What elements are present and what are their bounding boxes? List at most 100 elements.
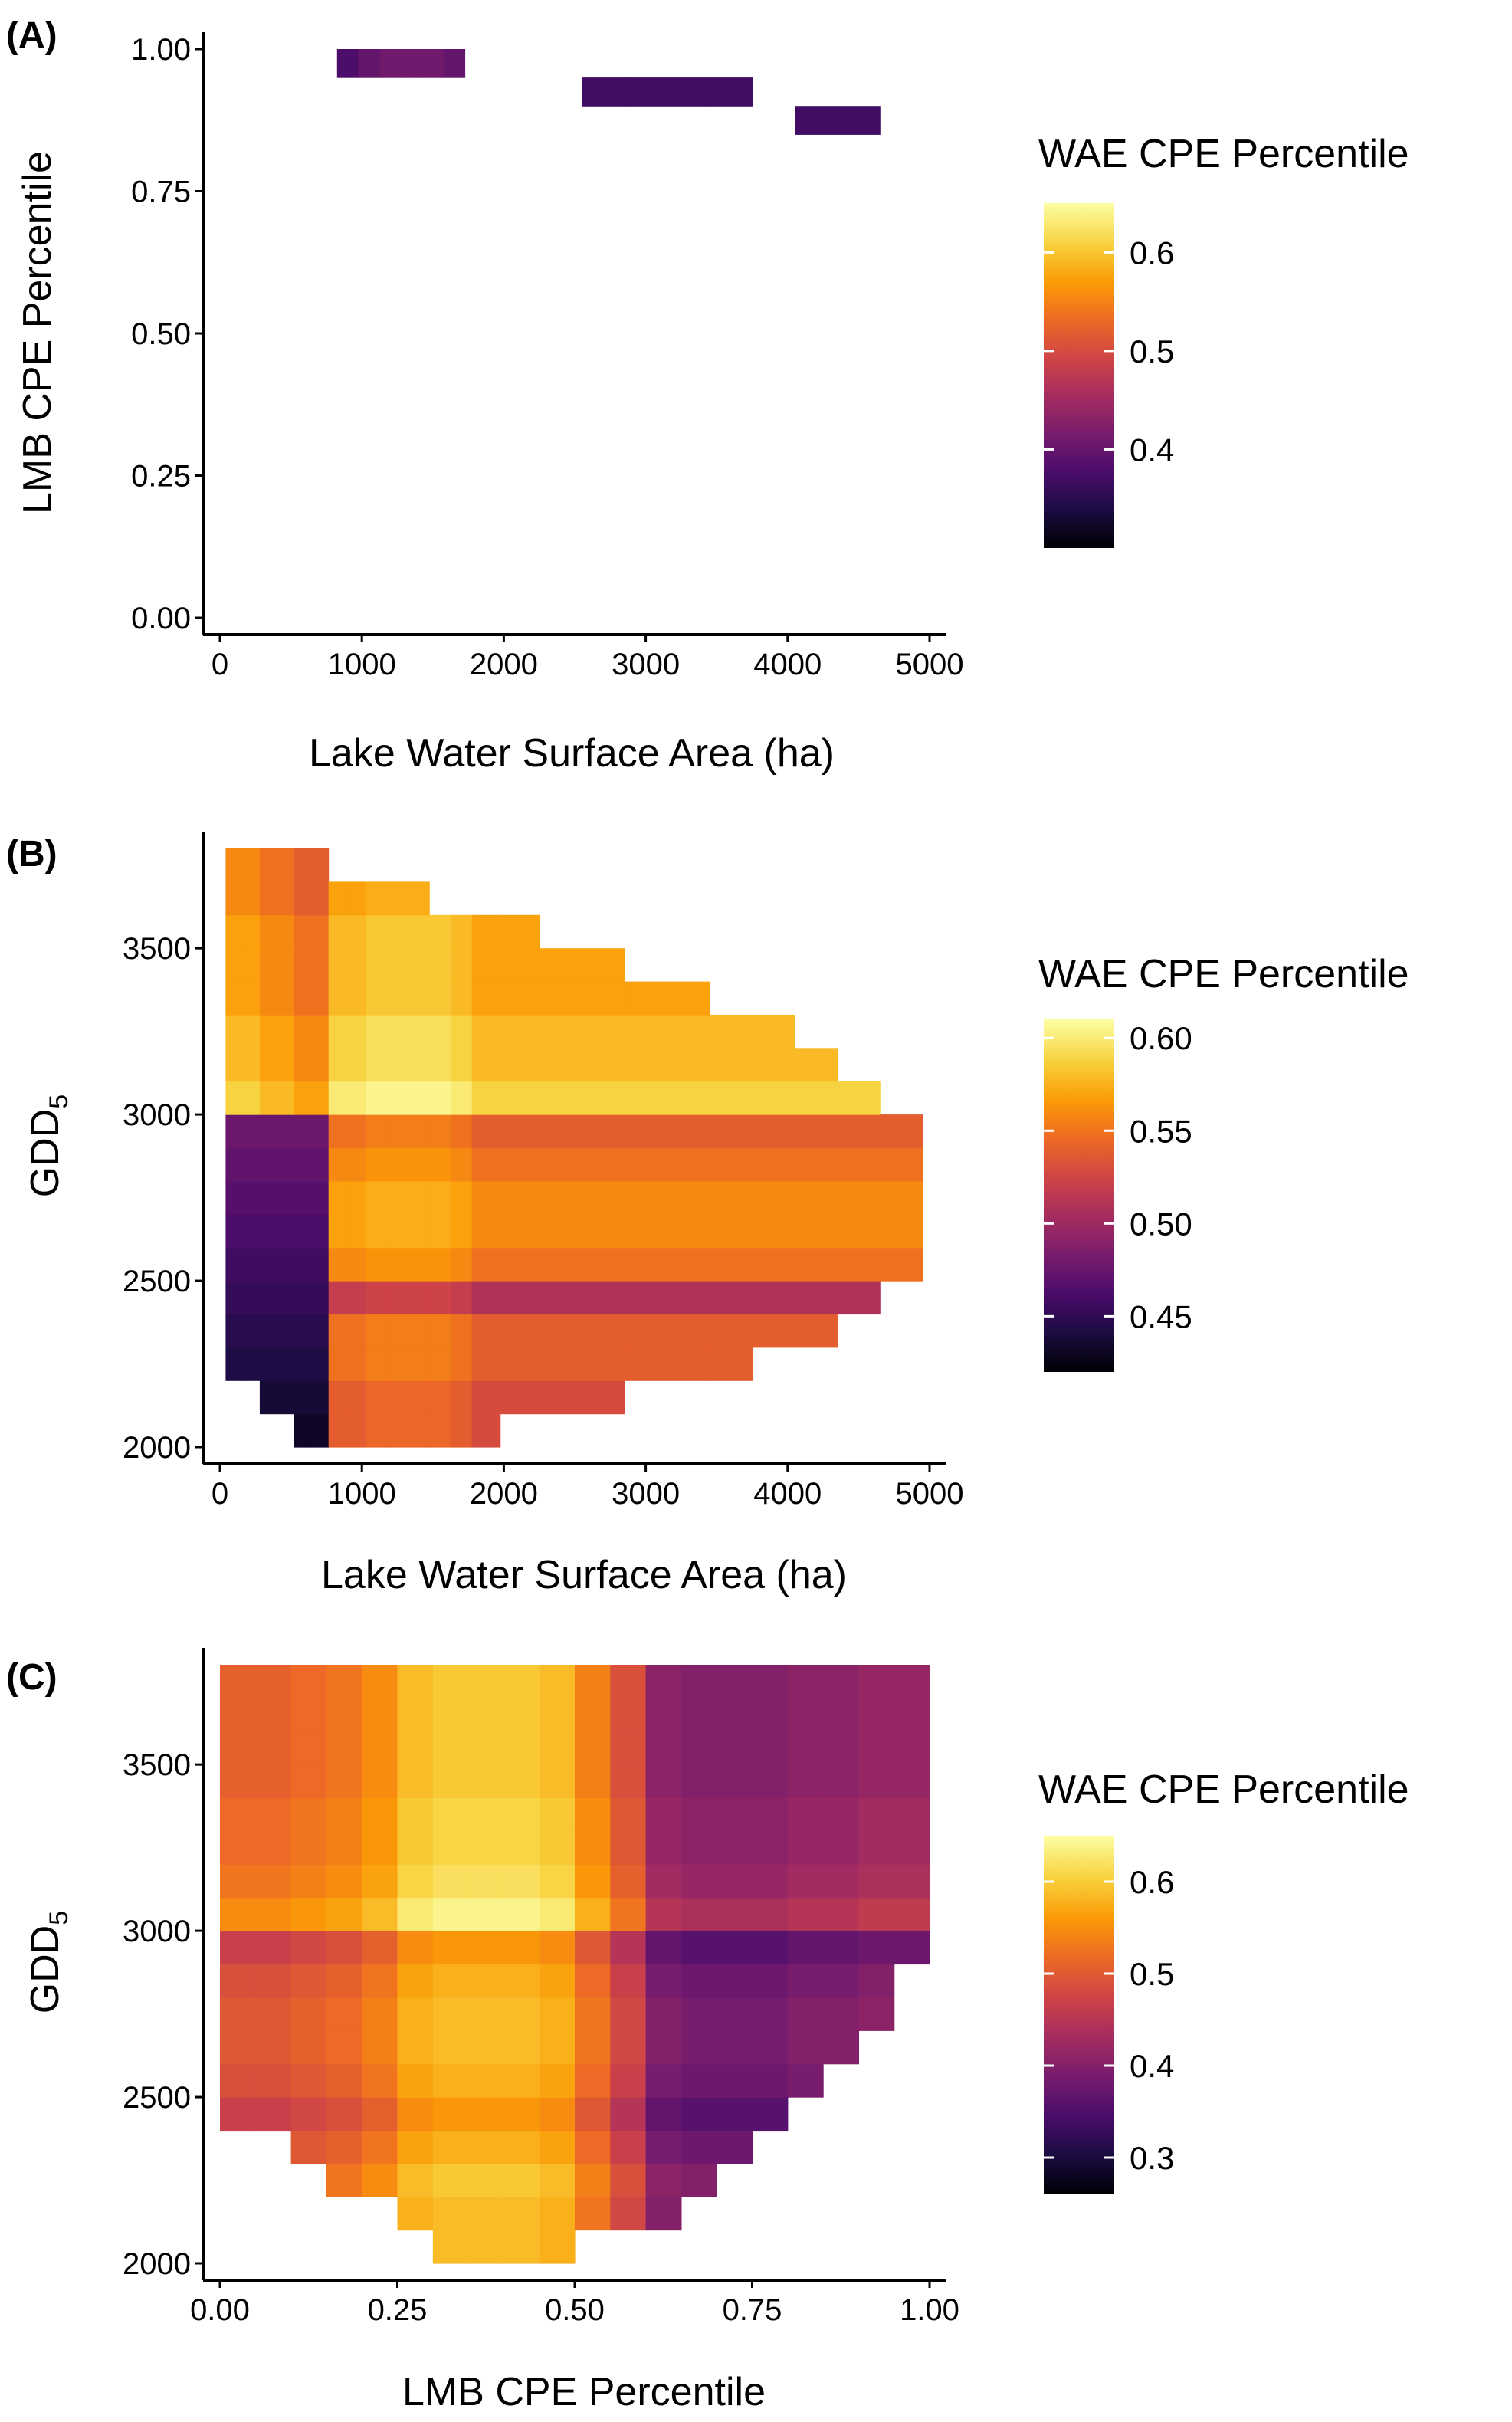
legend-title: WAE CPE Percentile <box>1038 1767 1409 1812</box>
y-axis-title: GDD5 <box>23 1911 74 2013</box>
colorbar-tick-label: 0.6 <box>1130 235 1174 271</box>
heatmap-cell <box>539 2063 576 2098</box>
heatmap-cell <box>294 1347 312 1381</box>
heatmap-cell <box>362 1964 398 1998</box>
heatmap-cell <box>451 1247 473 1282</box>
panel-c: (C) 2000 2500 3000 3500 0.00 0.25 0.50 0.75 1.0… <box>6 1648 1409 2414</box>
heatmap-cell <box>709 1214 753 1249</box>
heatmap-cell <box>539 2130 576 2164</box>
heatmap-cell <box>837 1081 881 1115</box>
heatmap-cell <box>328 981 348 1016</box>
heatmap-cell <box>610 2130 647 2164</box>
heatmap-cell <box>310 1180 330 1215</box>
heatmap-cell <box>468 2063 504 2098</box>
heatmap-cell <box>575 1897 611 1931</box>
heatmap-cell <box>709 1048 753 1082</box>
heatmap-cell <box>610 2030 647 2065</box>
heatmap-cell <box>328 881 348 916</box>
heatmap-cell <box>681 1698 717 1732</box>
heatmap-cell <box>880 1180 923 1215</box>
heatmap-cell <box>582 1380 625 1415</box>
panel-a: (A) 0.00 0.25 0.50 0.75 1.00 0 1000 2000 3000 40… <box>6 15 1409 776</box>
heatmap-cell <box>582 1081 625 1115</box>
heatmap-cell <box>582 1014 625 1049</box>
heatmap-cell <box>894 1764 930 1799</box>
heatmap-cell <box>432 2230 469 2264</box>
heatmap-cell <box>624 1081 667 1115</box>
heatmap-cell <box>362 1897 398 1931</box>
heatmap-cell <box>326 1665 362 1698</box>
heatmap-cell <box>326 1797 362 1832</box>
heatmap-cell <box>294 1048 312 1082</box>
heatmap-cell <box>717 1698 753 1732</box>
heatmap-cell <box>645 1964 682 1998</box>
heatmap-cell <box>432 1897 469 1931</box>
heatmap-cell <box>667 1048 710 1082</box>
heatmap-cell <box>645 1830 682 1865</box>
heatmap-cell <box>645 1665 682 1698</box>
heatmap-cell <box>451 1114 473 1149</box>
heatmap-cell <box>362 1764 398 1799</box>
heatmap-cell <box>795 1247 838 1282</box>
heatmap-cell <box>503 1764 540 1799</box>
heatmap-cell <box>894 1698 930 1732</box>
heatmap-cell <box>858 1864 895 1899</box>
heatmap-cell <box>326 2063 362 2098</box>
heatmap-cell <box>539 1931 576 1965</box>
heatmap-cell <box>225 1314 244 1348</box>
heatmap-cell <box>539 1114 582 1149</box>
heatmap-cell <box>451 1413 473 1448</box>
heatmap-cell <box>290 2030 327 2065</box>
heatmap-cell <box>328 1247 348 1282</box>
heatmap-cell <box>823 1964 859 1998</box>
heatmap-cell <box>362 1665 398 1698</box>
heatmap-cell <box>752 1114 795 1149</box>
heatmap-cell <box>752 1314 795 1348</box>
heatmap-cell <box>624 1214 667 1249</box>
heatmap-cell <box>610 1830 647 1865</box>
heatmap-cell <box>429 1314 451 1348</box>
heatmap-cell <box>242 1247 261 1282</box>
heatmap-cell <box>277 1281 294 1315</box>
heatmap-cell <box>277 914 294 949</box>
heatmap-cell <box>290 1864 327 1899</box>
heatmap-cell <box>717 2030 753 2065</box>
heatmap-cell <box>575 1698 611 1732</box>
heatmap-cell <box>539 1830 576 1865</box>
heatmap-cell <box>451 1081 473 1115</box>
heatmap-cell <box>259 1081 277 1115</box>
heatmap-cell <box>471 1347 501 1381</box>
heatmap-cell <box>259 1048 277 1082</box>
heatmap-cell <box>575 2197 611 2231</box>
heatmap-cell <box>386 881 408 916</box>
heatmap-cell <box>432 1797 469 1832</box>
heatmap-cell <box>294 881 312 916</box>
heatmap-cell <box>752 1931 789 1965</box>
heatmap-cell <box>408 1147 430 1182</box>
heatmap-cell <box>667 1081 710 1115</box>
heatmap-cell <box>823 1997 859 2031</box>
heatmap-cell <box>429 1380 451 1415</box>
heatmap-cell <box>539 2097 576 2132</box>
heatmap-cell <box>500 1180 540 1215</box>
heatmap-cell <box>386 1247 408 1282</box>
heatmap-cell <box>717 2063 753 2098</box>
heatmap-cell <box>362 1797 398 1832</box>
heatmap-cell <box>386 1180 408 1215</box>
heatmap-cell <box>429 1214 451 1249</box>
heatmap-cell <box>346 1347 367 1381</box>
panel-b: (B) 2000 2500 3000 3500 0 1000 2000 3000 4000 50… <box>6 832 1409 1597</box>
heatmap-cell <box>290 1698 327 1732</box>
heatmap-cell <box>645 2163 682 2197</box>
heatmap-cell <box>328 1380 348 1415</box>
heatmap-cell <box>220 1797 256 1832</box>
heatmap-cell <box>610 1997 647 2031</box>
heatmap-cell <box>717 1731 753 1765</box>
heatmap-cell <box>259 1214 277 1249</box>
heatmap-cell <box>432 1764 469 1799</box>
heatmap-cell <box>220 1764 256 1799</box>
heatmap-cell <box>346 1147 367 1182</box>
heatmap-cell <box>346 1413 367 1448</box>
heatmap-cell <box>429 1048 451 1082</box>
heatmap-cell <box>752 2063 789 2098</box>
